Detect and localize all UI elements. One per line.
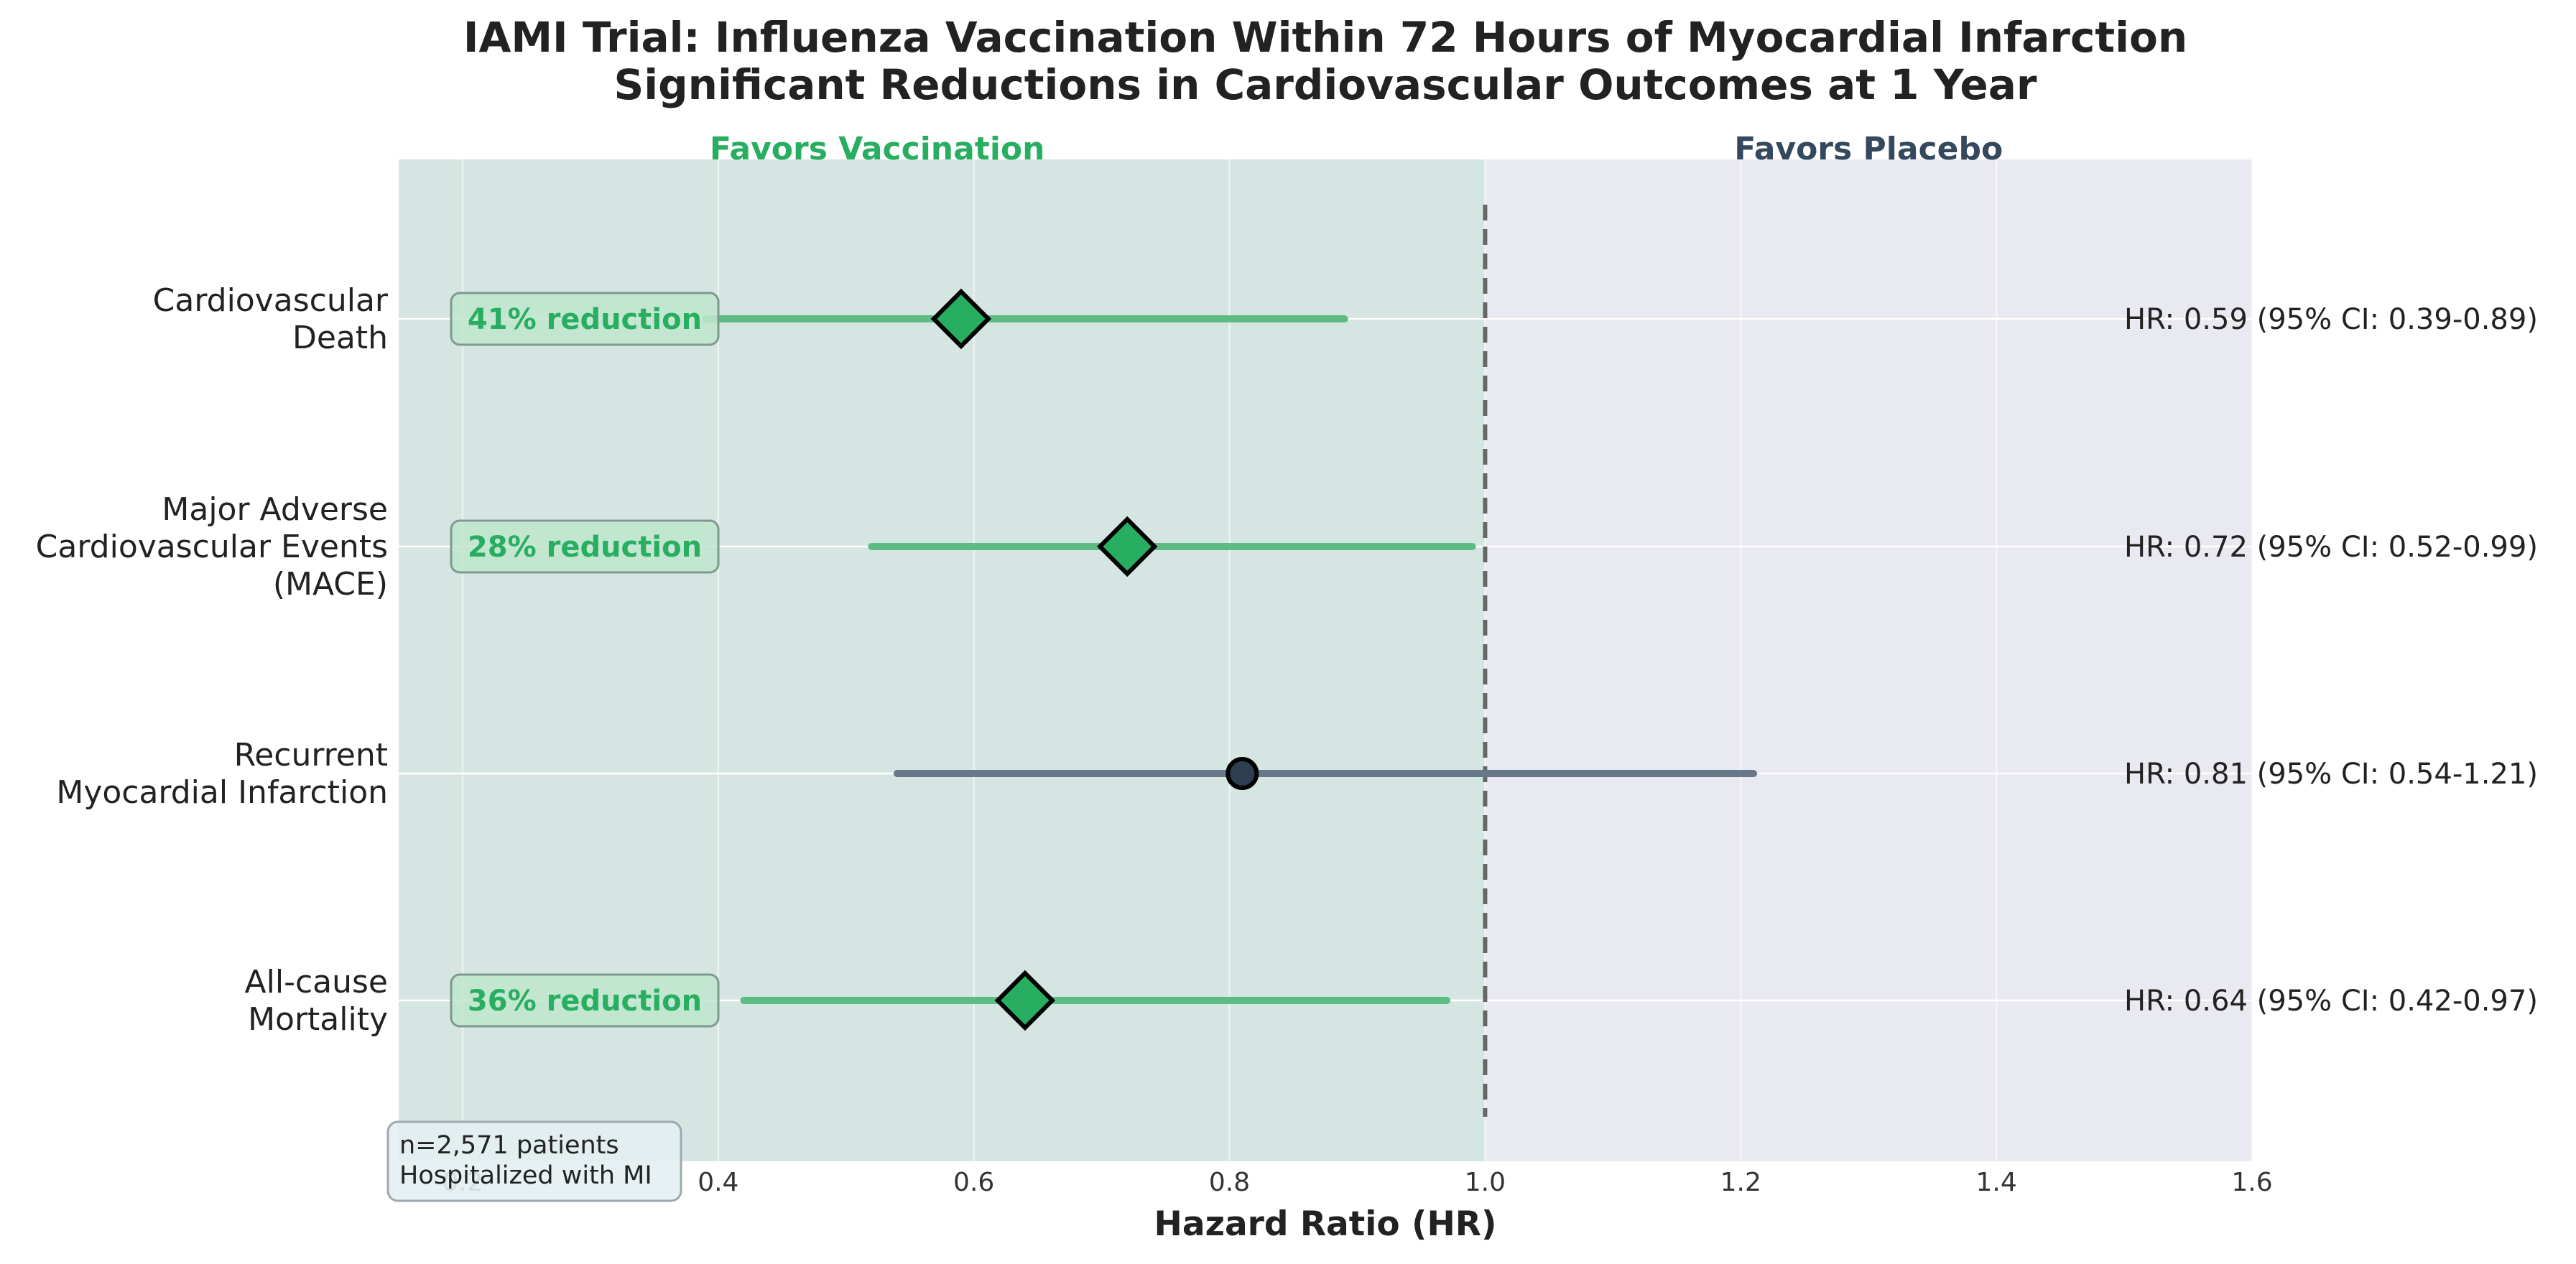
reduction-badge: [450, 292, 720, 346]
outcome-label: Recurrent: [234, 737, 388, 773]
hr-annotation: HR: 0.64 (95% CI: 0.42-0.97): [2124, 985, 2538, 1018]
x-tick-label: 0.6: [953, 1168, 994, 1197]
reduction-badge: [450, 973, 720, 1028]
sample-size-note-box: [386, 1120, 682, 1202]
reduction-label: 41% reduction: [468, 303, 702, 336]
x-tick-label: 1.4: [1976, 1168, 2017, 1197]
outcome-label: (MACE): [273, 566, 388, 603]
outcome-label: Major Adverse: [162, 491, 388, 528]
hr-annotation: HR: 0.81 (95% CI: 0.54-1.21): [2124, 758, 2538, 791]
point-estimate-circle: [1226, 757, 1259, 790]
outcome-label: Cardiovascular: [153, 282, 389, 319]
reduction-badge: [450, 519, 720, 574]
sample-size-note: n=2,571 patients: [399, 1131, 619, 1160]
x-tick-label: 0.4: [698, 1168, 738, 1197]
outcome-label: Cardiovascular Events: [36, 529, 388, 565]
outcome-label: Mortality: [248, 1001, 388, 1038]
hr-annotation: HR: 0.72 (95% CI: 0.52-0.99): [2124, 531, 2538, 564]
point-estimate-diamond: [1096, 516, 1158, 577]
x-tick-label: 0.8: [1209, 1168, 1250, 1197]
x-tick-label: 1.0: [1465, 1168, 1506, 1197]
x-axis-label: Hazard Ratio (HR): [1154, 1204, 1497, 1244]
outcome-label: Myocardial Infarction: [56, 774, 388, 811]
sample-size-note: Hospitalized with MI: [399, 1161, 652, 1190]
reduction-label: 36% reduction: [468, 985, 702, 1018]
point-estimate-diamond: [930, 288, 992, 350]
chart-title: IAMI Trial: Influenza Vaccination Within…: [463, 13, 2187, 62]
point-estimate-diamond: [994, 970, 1056, 1031]
region-label-favors-placebo: Favors Placebo: [1734, 131, 2003, 167]
region-label-favors-vaccination: Favors Vaccination: [710, 131, 1045, 167]
hr-annotation: HR: 0.59 (95% CI: 0.39-0.89): [2124, 303, 2538, 336]
reduction-label: 28% reduction: [468, 531, 702, 564]
x-tick-label: 1.2: [1720, 1168, 1761, 1197]
x-tick-label: 1.6: [2231, 1168, 2272, 1197]
chart-subtitle: Significant Reductions in Cardiovascular…: [614, 60, 2037, 109]
outcome-label: All-cause: [245, 964, 388, 1000]
outcome-label: Death: [292, 320, 388, 356]
region-favors-placebo: [1485, 159, 2252, 1161]
